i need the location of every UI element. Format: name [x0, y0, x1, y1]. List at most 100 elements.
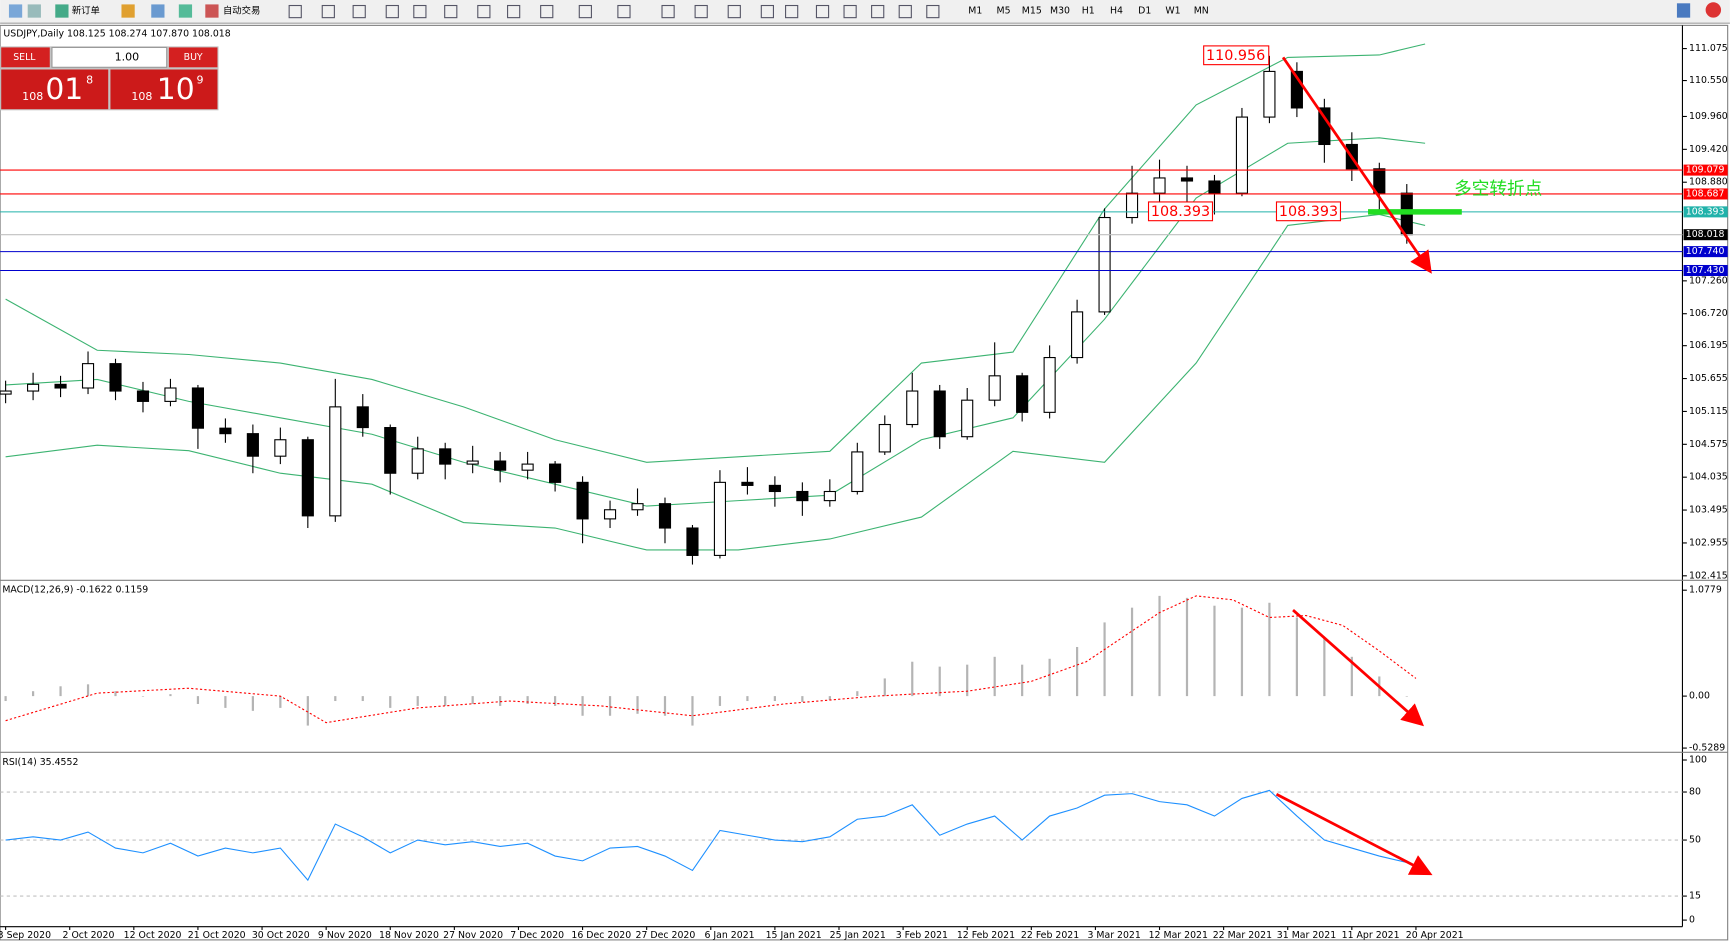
- sell-label[interactable]: SELL: [13, 52, 36, 63]
- auto-trading-icon[interactable]: [205, 4, 219, 18]
- y-tick-label: 111.075: [1689, 43, 1728, 54]
- macd-bar: [663, 696, 667, 716]
- x-tick-label: 21 Oct 2020: [188, 930, 246, 941]
- tool-icon[interactable]: [617, 4, 631, 19]
- macd-bar: [993, 656, 996, 697]
- candle-body: [796, 490, 809, 502]
- buy-button[interactable]: [168, 47, 218, 68]
- tool-icon[interactable]: [898, 4, 912, 19]
- macd-bar: [169, 694, 172, 697]
- y-tick-label: 109.960: [1689, 111, 1728, 122]
- icon[interactable]: [27, 4, 41, 18]
- tool-icon[interactable]: [444, 4, 458, 19]
- y-tick-label: 109.420: [1689, 144, 1728, 155]
- timeframe[interactable]: M1: [968, 6, 982, 17]
- buy-label[interactable]: BUY: [184, 52, 203, 63]
- x-tick-label: 22 Mar 2021: [1213, 930, 1272, 941]
- sell-button[interactable]: [1, 47, 50, 68]
- auto-trading[interactable]: 自动交易: [223, 5, 260, 17]
- tool-icon[interactable]: [871, 4, 885, 19]
- tool-icon[interactable]: [760, 4, 774, 19]
- x-tick-label: 25 Jan 2021: [830, 930, 886, 941]
- candle-body: [439, 448, 452, 465]
- x-tick-label: 2 Oct 2020: [63, 930, 115, 941]
- candle-body: [906, 390, 919, 426]
- tool-icon[interactable]: [694, 4, 708, 19]
- macd-bar: [911, 661, 914, 697]
- tool-icon[interactable]: [385, 4, 399, 19]
- y-tick-label: 106.720: [1689, 308, 1728, 319]
- macd-bar: [444, 696, 447, 706]
- trend-arrow: [1275, 793, 1433, 876]
- bid-button[interactable]: [1, 69, 109, 110]
- tool-icon[interactable]: [352, 4, 366, 19]
- lots-value[interactable]: 1.00: [115, 50, 140, 63]
- macd-bar: [4, 696, 7, 702]
- level-label: 108.393: [1686, 206, 1725, 217]
- macd-bar: [389, 696, 392, 708]
- macd-bar: [1103, 622, 1106, 697]
- bollinger-upper: [5, 43, 1426, 463]
- timeframe[interactable]: H4: [1110, 6, 1123, 17]
- candle-body: [191, 387, 204, 429]
- tool-icon[interactable]: [727, 4, 741, 19]
- alert-icon[interactable]: [1705, 2, 1722, 18]
- lots-field[interactable]: [51, 46, 168, 68]
- level-tag: [1683, 229, 1728, 241]
- x-tick-label: 3 Mar 2021: [1087, 930, 1140, 941]
- tool-icon[interactable]: [288, 4, 302, 19]
- new-order[interactable]: 新订单: [72, 5, 100, 17]
- x-tick-label: 27 Nov 2020: [443, 930, 503, 941]
- one-click-panel: SELL 1.00 BUY 108 01 8 108 10 9: [0, 46, 219, 111]
- tool-icon[interactable]: [578, 4, 592, 19]
- candle-body: [27, 383, 40, 392]
- candle-body: [686, 527, 699, 556]
- timeframe[interactable]: M5: [997, 6, 1011, 17]
- tool-icon[interactable]: [785, 4, 799, 19]
- macd-bar: [966, 664, 969, 697]
- icon[interactable]: [151, 4, 165, 18]
- candle-body: [1153, 177, 1166, 194]
- macd-bar: [938, 666, 941, 697]
- macd-bar: [59, 686, 62, 697]
- tool-icon[interactable]: [926, 4, 940, 19]
- pivot-label: 108.393: [1151, 204, 1210, 220]
- candle-body: [109, 363, 122, 392]
- icon[interactable]: [8, 4, 23, 18]
- tool-icon[interactable]: [815, 4, 830, 19]
- tool-icon[interactable]: [661, 4, 675, 19]
- new-order-icon[interactable]: [55, 4, 69, 18]
- timeframe[interactable]: W1: [1165, 6, 1180, 17]
- ask-button[interactable]: [110, 69, 218, 110]
- x-tick-label: 30 Oct 2020: [252, 930, 310, 941]
- candle-body: [1016, 375, 1029, 413]
- y-tick-label: 0.00: [1689, 691, 1710, 702]
- y-tick-label: 106.195: [1689, 340, 1728, 351]
- tool-icon[interactable]: [843, 4, 857, 19]
- timeframe[interactable]: MN: [1194, 6, 1209, 17]
- search-icon[interactable]: [1676, 3, 1691, 18]
- y-tick-label: 50: [1689, 835, 1701, 846]
- tool-icon[interactable]: [507, 4, 521, 19]
- tool-icon[interactable]: [540, 4, 554, 19]
- timeframe[interactable]: M15: [1022, 6, 1042, 17]
- tool-icon[interactable]: [321, 4, 335, 19]
- x-tick-label: 15 Jan 2021: [766, 930, 822, 941]
- macd-bar: [361, 696, 364, 702]
- bollinger-lower: [5, 213, 1426, 551]
- icon[interactable]: [121, 4, 135, 18]
- timeframe[interactable]: H1: [1082, 6, 1095, 17]
- candle-body: [658, 503, 672, 529]
- tool-icon[interactable]: [413, 4, 427, 19]
- candle-body: [933, 390, 946, 438]
- rsi-title: RSI(14) 35.4552: [2, 757, 78, 768]
- candle-body: [54, 383, 67, 389]
- candle-body: [851, 451, 864, 493]
- icon[interactable]: [178, 4, 193, 18]
- timeframe[interactable]: D1: [1138, 6, 1151, 17]
- macd-bar: [471, 696, 474, 704]
- candle-body: [1125, 192, 1139, 219]
- timeframe[interactable]: M30: [1050, 6, 1070, 17]
- candle-body: [1290, 70, 1303, 109]
- tool-icon[interactable]: [477, 4, 491, 19]
